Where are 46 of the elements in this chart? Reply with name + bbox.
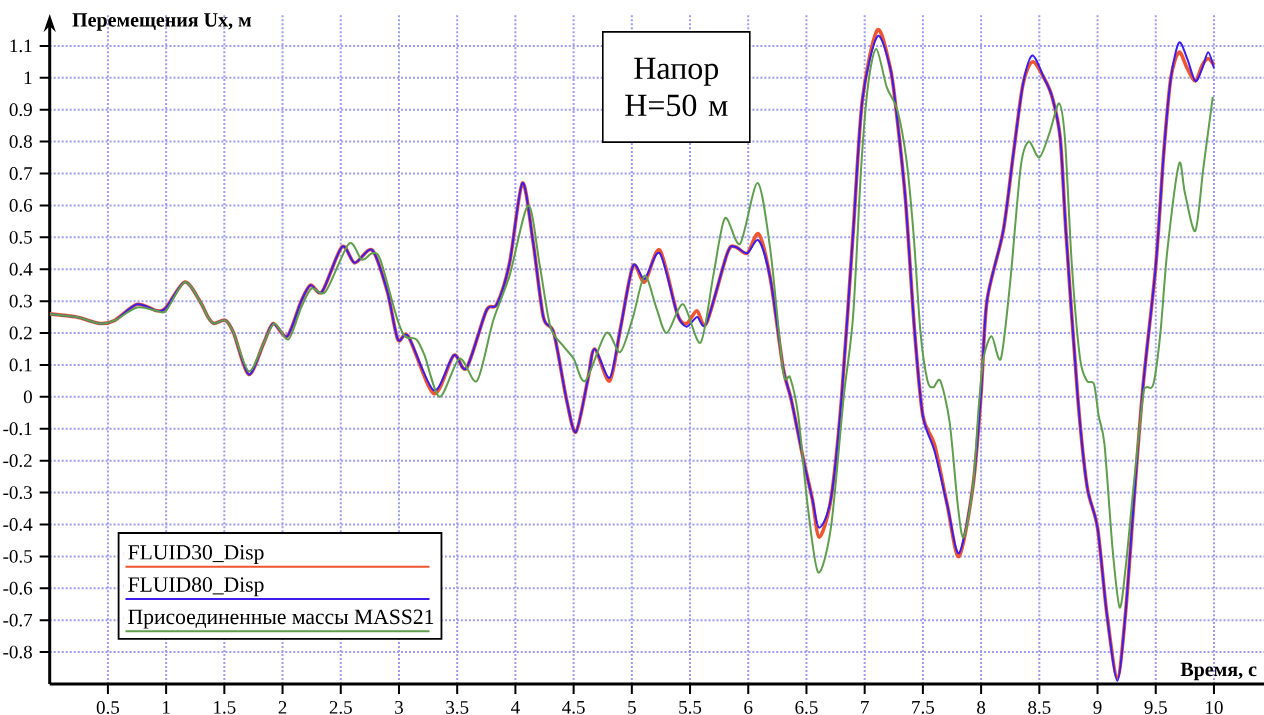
y-tick-label: -0.2 (3, 454, 32, 468)
x-tick-label: 4.5 (562, 701, 585, 714)
y-tick-label: 0.5 (9, 230, 32, 244)
x-tick-label: 6 (744, 701, 753, 714)
x-tick-label: 8 (977, 701, 986, 714)
y-tick-label: -0.1 (3, 422, 32, 436)
y-tick-label: -0.3 (3, 486, 32, 500)
x-tick-label: 1.5 (214, 701, 236, 714)
y-tick-label: -0.7 (3, 613, 33, 627)
y-tick-label: 0.2 (9, 326, 32, 340)
y-tick-label: -0.8 (3, 645, 32, 659)
x-tick-label: 7 (861, 701, 869, 714)
x-tick-label: 9.5 (1144, 701, 1167, 714)
y-tick-label: -0.6 (3, 581, 33, 595)
y-tick-label: 0.8 (9, 135, 32, 149)
x-tick-label: 6.5 (795, 701, 818, 714)
y-tick-label: 0.6 (9, 198, 33, 212)
x-tick-label: 3.5 (446, 701, 469, 714)
y-tick-label: -0.4 (3, 518, 33, 531)
x-tick-label: 7.5 (912, 701, 935, 714)
y-tick-label: 0.3 (9, 294, 32, 308)
x-tick-label: 5.5 (679, 701, 702, 714)
legend-label: Присоединенные массы MASS21 (128, 609, 434, 629)
x-tick-label: 1 (163, 701, 170, 714)
x-tick-label: 9 (1093, 701, 1102, 714)
y-tick-label: 0.1 (9, 358, 32, 372)
y-tick-label: 1.1 (10, 39, 32, 53)
y-tick-label: 0.7 (9, 167, 33, 180)
legend-label: FLUID80_Disp (128, 577, 264, 597)
x-tick-label: 4 (511, 701, 520, 714)
x-tick-label: 10 (1206, 701, 1223, 714)
y-tick-label: -0.5 (3, 549, 32, 563)
y-tick-label: 0 (23, 390, 32, 404)
x-tick-label: 2.5 (329, 701, 352, 714)
x-tick-label: 5 (628, 701, 636, 714)
x-tick-label: 3 (395, 701, 403, 714)
x-axis-title: Время, с (1180, 662, 1257, 681)
y-axis-title: Перемещения Ux, м (72, 13, 252, 31)
x-tick-label: 2 (278, 701, 287, 714)
legend-label: FLUID30_Disp (128, 544, 264, 564)
x-tick-label: 8.5 (1028, 701, 1051, 714)
y-tick-label: 0.9 (9, 103, 32, 117)
annotation: Напор H=50 м (625, 57, 728, 117)
x-tick-label: 0.5 (96, 701, 120, 714)
y-tick-label: 1 (24, 71, 32, 85)
y-tick-label: 0.4 (9, 262, 33, 276)
